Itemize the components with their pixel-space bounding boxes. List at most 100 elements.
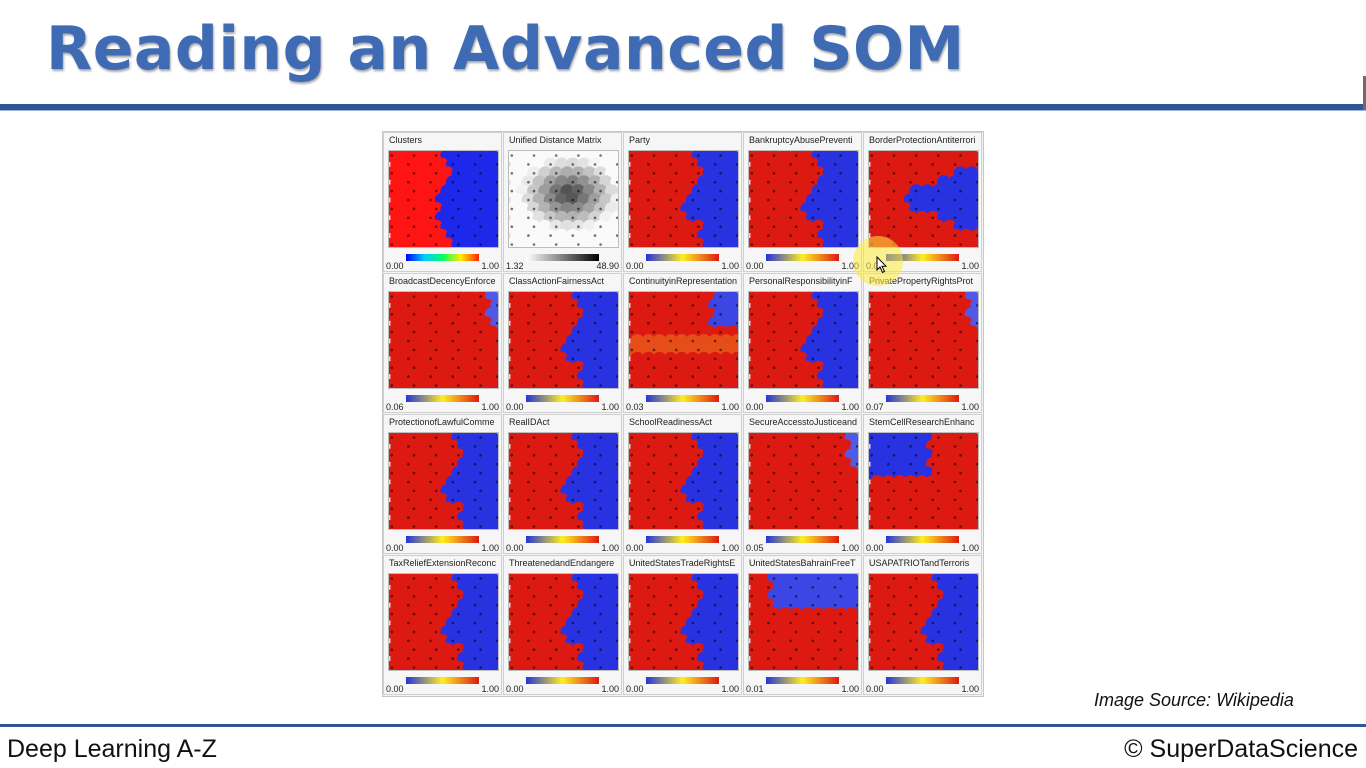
som-node-hit-marker xyxy=(390,295,394,298)
som-node xyxy=(800,519,815,529)
som-node-hit-marker xyxy=(630,666,634,669)
som-node-hit-marker xyxy=(532,384,536,387)
som-node-hit-marker xyxy=(937,366,940,369)
som-node-hit-marker xyxy=(549,498,552,502)
som-node-hit-marker xyxy=(750,612,754,616)
som-node-hit-marker xyxy=(833,603,837,607)
som-node-hit-marker xyxy=(390,648,394,651)
som-node-hit-marker xyxy=(691,480,695,484)
som-heatmap xyxy=(628,291,739,389)
som-node-hit-marker xyxy=(931,639,935,643)
som-node-hit-marker xyxy=(975,357,978,361)
som-heatmap xyxy=(508,573,619,671)
som-node xyxy=(407,237,421,247)
som-node-hit-marker xyxy=(495,180,498,184)
som-node xyxy=(680,660,695,670)
som-node-hit-marker xyxy=(599,207,602,211)
som-node-hit-marker xyxy=(817,454,820,457)
som-node xyxy=(473,660,488,670)
som-node-hit-marker xyxy=(412,189,416,193)
som-node-hit-marker xyxy=(767,445,770,448)
som-node-hit-marker xyxy=(577,612,580,616)
som-node-hit-marker xyxy=(959,313,962,316)
som-node-hit-marker xyxy=(407,621,410,625)
som-node-hit-marker xyxy=(953,180,957,184)
som-node xyxy=(887,378,901,388)
som-node-hit-marker xyxy=(652,525,656,528)
som-node-hit-marker xyxy=(870,666,874,669)
som-node-hit-marker xyxy=(833,234,837,237)
panel-title: StemCellResearchEnhanc xyxy=(869,417,975,427)
som-heatmap xyxy=(748,150,859,248)
som-node-hit-marker xyxy=(510,348,514,352)
som-node xyxy=(560,519,575,529)
som-component-planes-figure: Clusters 0.00 1.00 Unified Distance Matrix 1… xyxy=(382,131,984,697)
som-panel: PrivatePropertyRightsProt 0.07 1.00 xyxy=(863,273,982,413)
som-node-hit-marker xyxy=(811,357,815,361)
som-node-hit-marker xyxy=(549,339,552,343)
som-node-hit-marker xyxy=(652,172,656,175)
som-node-hit-marker xyxy=(767,657,770,660)
som-node-hit-marker xyxy=(652,207,656,211)
som-node-hit-marker xyxy=(839,295,842,298)
som-node-hit-marker xyxy=(451,234,455,237)
som-node xyxy=(920,660,935,670)
som-node-hit-marker xyxy=(794,525,798,528)
som-panel: TaxReliefExtensionReconc 0.00 1.00 xyxy=(383,555,502,695)
som-node-hit-marker xyxy=(789,516,792,519)
som-node-hit-marker xyxy=(615,498,618,502)
som-node-hit-marker xyxy=(390,612,394,616)
som-node-hit-marker xyxy=(914,313,918,316)
som-node-hit-marker xyxy=(953,639,957,643)
som-node-hit-marker xyxy=(839,313,842,316)
som-node-hit-marker xyxy=(691,498,695,502)
som-node-hit-marker xyxy=(719,172,722,175)
som-node-hit-marker xyxy=(870,207,874,211)
som-node-hit-marker xyxy=(794,207,798,211)
som-node-hit-marker xyxy=(975,462,978,466)
som-node-hit-marker xyxy=(451,586,455,589)
som-node-hit-marker xyxy=(767,216,770,220)
som-node xyxy=(778,237,792,247)
som-node-hit-marker xyxy=(429,339,432,343)
colorbar-max-label: 1.00 xyxy=(481,543,499,553)
som-node-hit-marker xyxy=(577,666,580,669)
som-node-hit-marker xyxy=(412,384,416,387)
som-node-hit-marker xyxy=(789,304,792,307)
som-node-hit-marker xyxy=(599,172,602,175)
som-node xyxy=(767,378,781,388)
som-node xyxy=(647,660,661,670)
som-node-hit-marker xyxy=(554,172,558,175)
som-node-hit-marker xyxy=(937,207,940,211)
som-panel: ClassActionFairnessAct 0.00 1.00 xyxy=(503,273,622,413)
som-node-hit-marker xyxy=(909,480,912,484)
som-node-hit-marker xyxy=(532,189,536,193)
som-node-hit-marker xyxy=(914,630,918,634)
som-node-hit-marker xyxy=(412,489,416,493)
som-node-hit-marker xyxy=(953,304,957,307)
som-node-hit-marker xyxy=(794,330,798,334)
som-node-hit-marker xyxy=(554,577,558,580)
som-node xyxy=(658,378,672,388)
colorbar-max-label: 1.00 xyxy=(961,543,979,553)
som-node-hit-marker xyxy=(713,339,717,343)
som-node-hit-marker xyxy=(412,366,416,369)
som-node-hit-marker xyxy=(975,445,978,448)
som-node-hit-marker xyxy=(532,612,536,616)
som-node-hit-marker xyxy=(407,216,410,220)
som-node-hit-marker xyxy=(647,163,650,166)
som-node-hit-marker xyxy=(549,586,552,589)
som-node-hit-marker xyxy=(772,348,776,352)
som-node-hit-marker xyxy=(554,612,558,616)
som-node-hit-marker xyxy=(434,225,438,228)
som-node-hit-marker xyxy=(811,321,815,325)
som-node-hit-marker xyxy=(697,384,700,387)
som-node-hit-marker xyxy=(457,366,460,369)
som-node-hit-marker xyxy=(495,375,498,378)
som-node-hit-marker xyxy=(647,180,650,184)
colorbar xyxy=(886,395,959,402)
som-node-hit-marker xyxy=(451,603,455,607)
som-node-hit-marker xyxy=(479,436,482,439)
som-node-hit-marker xyxy=(839,243,842,246)
som-node-hit-marker xyxy=(652,454,656,457)
